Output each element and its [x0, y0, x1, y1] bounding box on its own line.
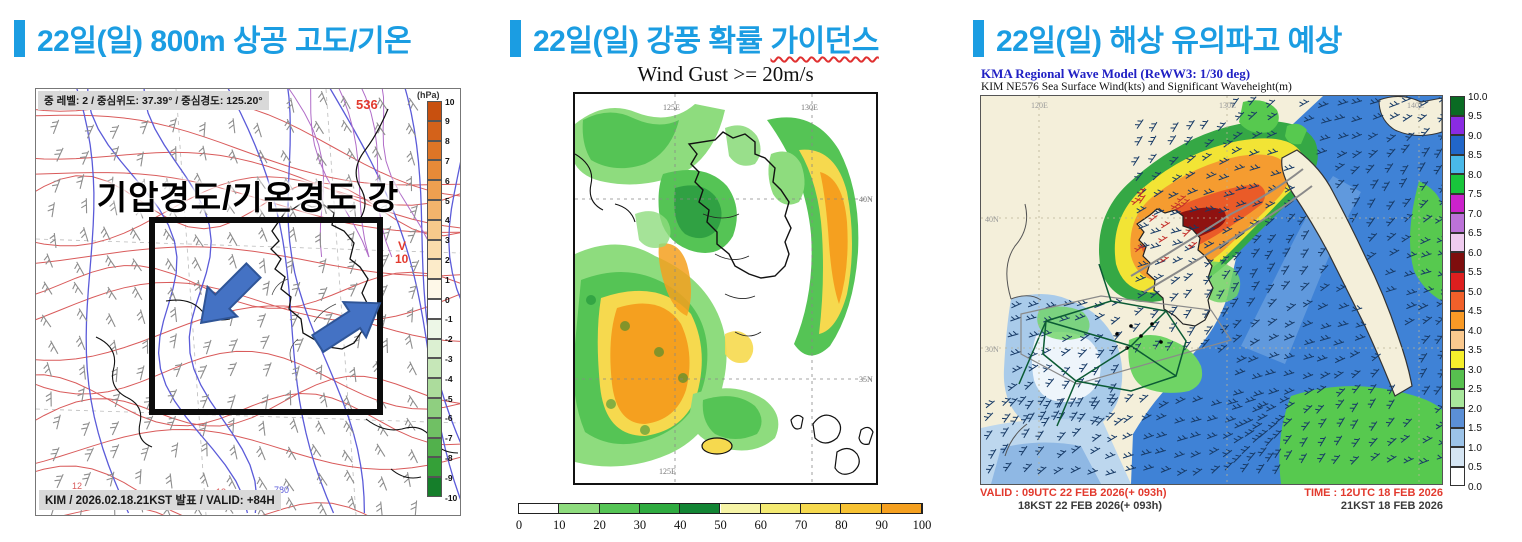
panel2-title-prefix: 22일(일) 강풍 확률 [533, 25, 771, 58]
wind-gust-map-graphic: 125E 130E 40N 35N 125E [573, 94, 876, 483]
title-bar-accent [973, 19, 984, 57]
panel2-title-guidance: 가이던스 [770, 25, 879, 58]
panel1-title: 22일(일) 800m 상공 고도/기온 [14, 16, 412, 60]
colorbar-unit-label: (hPa) [417, 90, 440, 100]
wind-gust-subtitle: Wind Gust >= 20m/s [637, 62, 814, 86]
panel1-title-text: 22일(일) 800m 상공 고도/기온 [37, 25, 412, 58]
svg-text:125E: 125E [663, 103, 680, 112]
wave-model-header: KMA Regional Wave Model (ReWW3: 1/30 deg… [981, 66, 1251, 81]
title-bar-accent [14, 19, 25, 57]
valid-time-utc: VALID : 09UTC 22 FEB 2026(+ 093h) [980, 487, 1167, 499]
probability-colorbar: 0 10 20 30 40 50 60 70 80 90 100 [516, 503, 931, 532]
svg-text:120E: 120E [1031, 101, 1048, 110]
wind-gust-map: 125E 130E 40N 35N 125E [573, 92, 878, 485]
upper-air-chart: 중 레벨: 2 / 중심위도: 37.39° / 중심경도: 125.20° (… [35, 88, 461, 516]
wave-model-map: 120E 130E 140E 40N 30N [980, 95, 1443, 485]
chart-footer-label: KIM / 2026.02.18.21KST 발표 / VALID: +84H [39, 490, 281, 510]
svg-text:130E: 130E [1219, 101, 1236, 110]
model-time-kst: 21KST 18 FEB 2026 [1340, 500, 1443, 512]
upper-air-map-graphic [36, 89, 460, 515]
wave-map-graphic: 120E 130E 140E 40N 30N [981, 96, 1442, 484]
annotation-text: 기압경도/기온경도 강 [96, 179, 400, 216]
svg-text:35N: 35N [859, 375, 873, 384]
model-time-utc: TIME : 12UTC 18 FEB 2026 [1304, 487, 1443, 499]
wave-model-subheader: KIM NE576 Sea Surface Wind(kts) and Sign… [981, 81, 1292, 93]
panel3-title: 22일(일) 해상 유의파고 예상 [973, 16, 1342, 60]
svg-text:140E: 140E [1407, 101, 1424, 110]
valid-time-kst: 18KST 22 FEB 2026(+ 093h) [1018, 500, 1162, 512]
wave-height-colorbar: 10.0 9.5 9.0 8.5 8.0 7.5 7.0 6.5 6.0 5.5 5.0 4.5 4.0… [1450, 92, 1487, 492]
svg-text:40N: 40N [859, 195, 873, 204]
svg-text:130E: 130E [801, 103, 818, 112]
pressure-colorbar: 10 9 8 7 6 5 4 3 2 1 0 -1 -2 -3 -4 -5 -6 -7 -8 -9 -10 [427, 97, 457, 502]
title-bar-accent [510, 19, 521, 57]
panel2-title-text: 22일(일) 강풍 확률 가이던스 [533, 16, 879, 60]
svg-text:30N: 30N [985, 345, 999, 354]
panel2-title: 22일(일) 강풍 확률 가이던스 [510, 16, 879, 60]
svg-text:125E: 125E [659, 467, 676, 476]
svg-text:40N: 40N [985, 215, 999, 224]
highlight-rectangle [149, 217, 383, 415]
chart-info-box: 중 레벨: 2 / 중심위도: 37.39° / 중심경도: 125.20° [38, 91, 269, 110]
panel3-title-text: 22일(일) 해상 유의파고 예상 [996, 25, 1342, 58]
